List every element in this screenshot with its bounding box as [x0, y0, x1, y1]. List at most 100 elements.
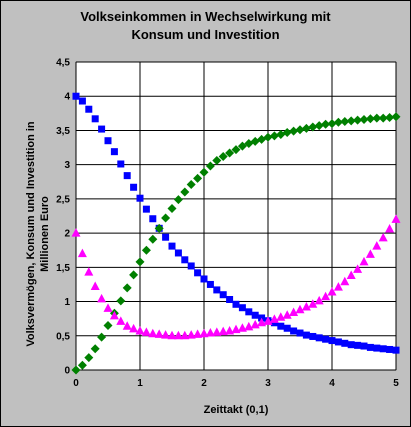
data-point-square [78, 97, 86, 105]
data-point-triangle [167, 330, 177, 340]
chart-title-line-2: Konsum und Investition [131, 27, 280, 42]
data-point-triangle [346, 270, 356, 280]
data-point-square [251, 311, 259, 319]
data-point-square [200, 275, 208, 283]
data-point-triangle [225, 325, 235, 335]
data-point-triangle [321, 291, 331, 301]
y-tick-label: 0,5 [56, 331, 70, 342]
data-point-square [386, 345, 394, 353]
data-point-diamond [180, 187, 190, 197]
data-point-diamond [205, 161, 215, 171]
data-point-diamond [231, 145, 241, 155]
data-point-square [296, 329, 304, 337]
data-point-diamond [295, 125, 305, 135]
data-point-triangle [385, 224, 395, 233]
data-point-square [341, 339, 349, 347]
data-point-diamond [378, 113, 388, 123]
data-point-triangle [353, 264, 363, 273]
data-point-square [379, 345, 387, 353]
data-point-diamond [148, 234, 158, 244]
data-point-square [347, 341, 355, 349]
data-point-triangle [295, 304, 305, 314]
series-square [72, 92, 400, 354]
data-point-square [245, 308, 253, 316]
data-point-square [162, 233, 170, 241]
x-tick-label: 0 [73, 378, 79, 389]
data-point-triangle [148, 328, 158, 338]
data-point-square [187, 262, 195, 270]
data-point-square [174, 249, 182, 257]
data-point-square [290, 327, 298, 335]
data-point-diamond [308, 122, 318, 132]
data-point-diamond [263, 132, 273, 142]
data-point-triangle [327, 286, 337, 296]
data-point-square [149, 215, 157, 223]
data-point-square [194, 269, 202, 277]
data-point-diamond [135, 257, 145, 267]
data-point-diamond [321, 119, 331, 129]
y-tick-label: 1 [64, 297, 70, 308]
data-point-diamond [385, 112, 395, 122]
data-point-square [360, 342, 368, 350]
data-point-diamond [314, 121, 324, 131]
data-point-square [354, 341, 362, 349]
data-point-square [219, 291, 227, 299]
data-point-diamond [340, 117, 350, 127]
y-tick-label: 4 [64, 92, 70, 103]
data-point-diamond [327, 119, 337, 129]
data-point-square [85, 105, 93, 113]
data-point-square [322, 335, 330, 343]
data-point-diamond [90, 344, 100, 354]
data-point-triangle [205, 328, 215, 337]
data-point-triangle [282, 310, 292, 319]
data-point-triangle [122, 321, 132, 330]
data-point-square [334, 338, 342, 346]
x-tick-label: 3 [265, 378, 271, 389]
data-point-diamond [161, 213, 171, 223]
data-point-diamond [237, 141, 247, 151]
data-point-square [168, 242, 176, 250]
data-point-square [392, 346, 400, 354]
data-point-diamond [289, 126, 299, 136]
data-point-diamond [84, 353, 94, 363]
x-tick-label: 4 [329, 378, 335, 389]
data-point-triangle [116, 316, 126, 325]
data-point-square [232, 300, 240, 308]
data-point-square [136, 194, 144, 202]
data-point-triangle [314, 295, 324, 305]
data-point-diamond [301, 123, 311, 133]
data-point-diamond [333, 117, 343, 127]
data-points [71, 92, 401, 375]
data-point-square [277, 322, 285, 330]
data-point-diamond [199, 167, 209, 177]
series-diamond [71, 112, 401, 375]
data-point-triangle [231, 324, 241, 334]
y-tick-label: 4,5 [56, 58, 70, 69]
data-point-square [213, 286, 221, 294]
data-point-diamond [372, 113, 382, 123]
y-tick-labels: 0 0,5 1 1,5 2 2,5 3 3,5 4 4,5 [56, 58, 70, 377]
data-point-triangle [289, 307, 299, 317]
data-point-diamond [193, 173, 203, 183]
data-point-square [142, 205, 150, 213]
data-point-square [309, 332, 317, 340]
data-point-diamond [173, 195, 183, 205]
data-point-diamond [359, 114, 369, 124]
y-tick-label: 0 [64, 366, 70, 377]
data-point-diamond [269, 131, 279, 141]
data-point-diamond [154, 223, 164, 233]
data-point-diamond [365, 114, 375, 124]
data-point-diamond [122, 283, 132, 293]
data-point-square [302, 331, 310, 339]
data-point-square [238, 304, 246, 312]
data-point-diamond [167, 203, 177, 213]
data-point-square [104, 137, 112, 145]
data-point-triangle [141, 327, 151, 336]
data-point-diamond [71, 365, 81, 375]
data-point-diamond [212, 156, 222, 166]
series-triangle [71, 214, 401, 340]
data-point-triangle [212, 327, 222, 336]
data-point-diamond [186, 180, 196, 190]
data-point-diamond [116, 296, 126, 306]
data-point-square [283, 324, 291, 332]
